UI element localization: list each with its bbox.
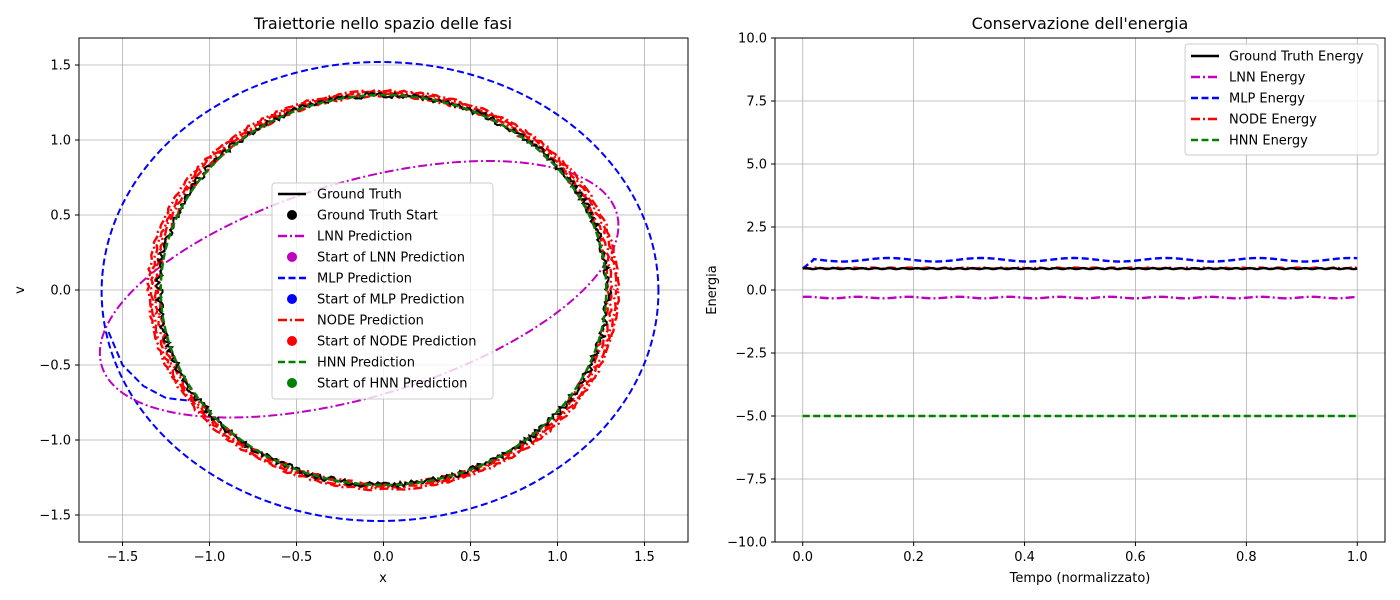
y-tick-label: 0.5 (50, 209, 71, 224)
x-tick-label: 0.5 (460, 550, 481, 565)
phase-space-ticks: −1.5 −1.0 −0.5 0.0 0.5 1.0 1.5 −1.5 −1.0 −0.5 0.0 0… (39, 59, 654, 566)
legend-label: NODE Prediction (317, 314, 424, 329)
legend-label: Start of NODE Prediction (317, 335, 476, 350)
energy-series (801, 256, 1358, 418)
legend-item-lnn-prediction: LNN Prediction (278, 230, 412, 245)
series-lnn-prediction (98, 159, 620, 419)
x-tick-label: 0.0 (373, 550, 394, 565)
x-tick-label: 0.8 (1236, 550, 1257, 565)
phase-space-title: Traiettorie nello spazio delle fasi (253, 14, 512, 33)
legend-label: HNN Energy (1229, 134, 1308, 149)
x-tick-label: 1.5 (634, 550, 655, 565)
legend-label: Ground Truth Energy (1229, 50, 1364, 65)
legend-item-ground-truth-energy: Ground Truth Energy (1191, 50, 1364, 65)
phase-space-series (98, 60, 660, 523)
x-tick-label: −1.0 (194, 550, 226, 565)
y-tick-label: 10.0 (738, 32, 767, 47)
phase-space-grid (79, 38, 688, 542)
x-tick-label: 1.0 (1347, 550, 1368, 565)
series-hnn-prediction (159, 93, 608, 487)
y-tick-label: 5.0 (746, 158, 767, 173)
x-tick-label: 0.2 (903, 550, 924, 565)
y-tick-label: 7.5 (746, 95, 767, 110)
series-mlp-energy (801, 256, 1358, 270)
x-tick-label: 0.6 (1125, 550, 1146, 565)
y-tick-label: −1.0 (39, 434, 71, 449)
legend-label: Start of LNN Prediction (317, 251, 465, 266)
legend-marker (287, 336, 297, 346)
legend-item-hnn-energy: HNN Energy (1191, 134, 1308, 149)
legend-label: MLP Prediction (317, 272, 412, 287)
legend-item-node-energy: NODE Energy (1191, 113, 1317, 128)
energy-ticks: 0.0 0.2 0.4 0.6 0.8 1.0 −10.0 −7.5 −5.0 −2.5 0.0 2.… (727, 32, 1367, 566)
x-tick-label: 0.0 (792, 550, 813, 565)
x-tick-label: −1.5 (107, 550, 139, 565)
legend-item-node-prediction: NODE Prediction (278, 314, 424, 329)
x-tick-label: −0.5 (281, 550, 313, 565)
legend-label: LNN Energy (1229, 71, 1306, 86)
x-tick-label: 1.0 (547, 550, 568, 565)
legend-label: Ground Truth (317, 188, 402, 203)
legend-item-lnn-energy: LNN Energy (1191, 71, 1306, 86)
legend-item-start-of-mlp-prediction: Start of MLP Prediction (287, 293, 465, 308)
energy-chart: Conservazione dell'energia Tempo (normal… (705, 14, 1386, 586)
legend-marker (287, 378, 297, 388)
y-tick-label: −5.0 (735, 410, 767, 425)
energy-xlabel: Tempo (normalizzato) (1009, 571, 1151, 586)
energy-legend: Ground Truth Energy LNN Energy MLP Energy N… (1184, 43, 1379, 156)
phase-space-ylabel: v (13, 286, 28, 294)
series-ground-truth-energy (802, 266, 1358, 271)
y-tick-label: 0.0 (50, 284, 71, 299)
legend-marker (287, 252, 297, 262)
series-node-prediction (146, 88, 621, 492)
y-tick-label: 1.5 (50, 59, 71, 74)
phase-space-xlabel: x (379, 571, 387, 586)
legend-item-ground-truth: Ground Truth (278, 188, 402, 203)
y-tick-label: 0.0 (746, 284, 767, 299)
legend-marker (287, 210, 297, 220)
legend-label: HNN Prediction (317, 356, 415, 371)
series-mlp-transient (107, 331, 193, 402)
legend-label: Start of HNN Prediction (317, 377, 468, 392)
y-tick-label: −7.5 (735, 473, 767, 488)
energy-ylabel: Energia (705, 265, 720, 314)
legend-item-ground-truth-start: Ground Truth Start (287, 209, 438, 224)
legend-item-mlp-energy: MLP Energy (1191, 92, 1305, 107)
y-tick-label: 1.0 (50, 134, 71, 149)
series-lnn-energy (802, 295, 1358, 300)
phase-space-frame (78, 37, 689, 543)
legend-item-mlp-prediction: MLP Prediction (278, 272, 412, 287)
legend-marker (287, 294, 297, 304)
series-node-prediction (153, 92, 614, 488)
legend-box (271, 182, 494, 400)
y-tick-label: −2.5 (735, 347, 767, 362)
legend-label: NODE Energy (1229, 113, 1317, 128)
phase-space-legend: Ground Truth Ground Truth Start LNN Predic… (271, 182, 494, 400)
energy-frame (774, 37, 1386, 543)
y-tick-label: 2.5 (746, 221, 767, 236)
energy-title: Conservazione dell'energia (972, 14, 1189, 33)
series-mlp-prediction (100, 60, 660, 523)
series-node-prediction (149, 90, 618, 490)
legend-label: Start of MLP Prediction (317, 293, 465, 308)
y-tick-label: −0.5 (39, 359, 71, 374)
legend-label: Ground Truth Start (317, 209, 438, 224)
legend-item-start-of-hnn-prediction: Start of HNN Prediction (287, 377, 468, 392)
legend-label: LNN Prediction (317, 230, 412, 245)
legend-item-start-of-node-prediction: Start of NODE Prediction (287, 335, 476, 350)
y-tick-label: −10.0 (727, 536, 767, 551)
y-tick-label: −1.5 (39, 509, 71, 524)
legend-label: MLP Energy (1229, 92, 1305, 107)
legend-box (1184, 43, 1379, 156)
legend-item-start-of-lnn-prediction: Start of LNN Prediction (287, 251, 465, 266)
phase-space-chart: Traiettorie nello spazio delle fasi x v … (13, 14, 689, 586)
x-tick-label: 0.4 (1014, 550, 1035, 565)
legend-item-hnn-prediction: HNN Prediction (278, 356, 415, 371)
